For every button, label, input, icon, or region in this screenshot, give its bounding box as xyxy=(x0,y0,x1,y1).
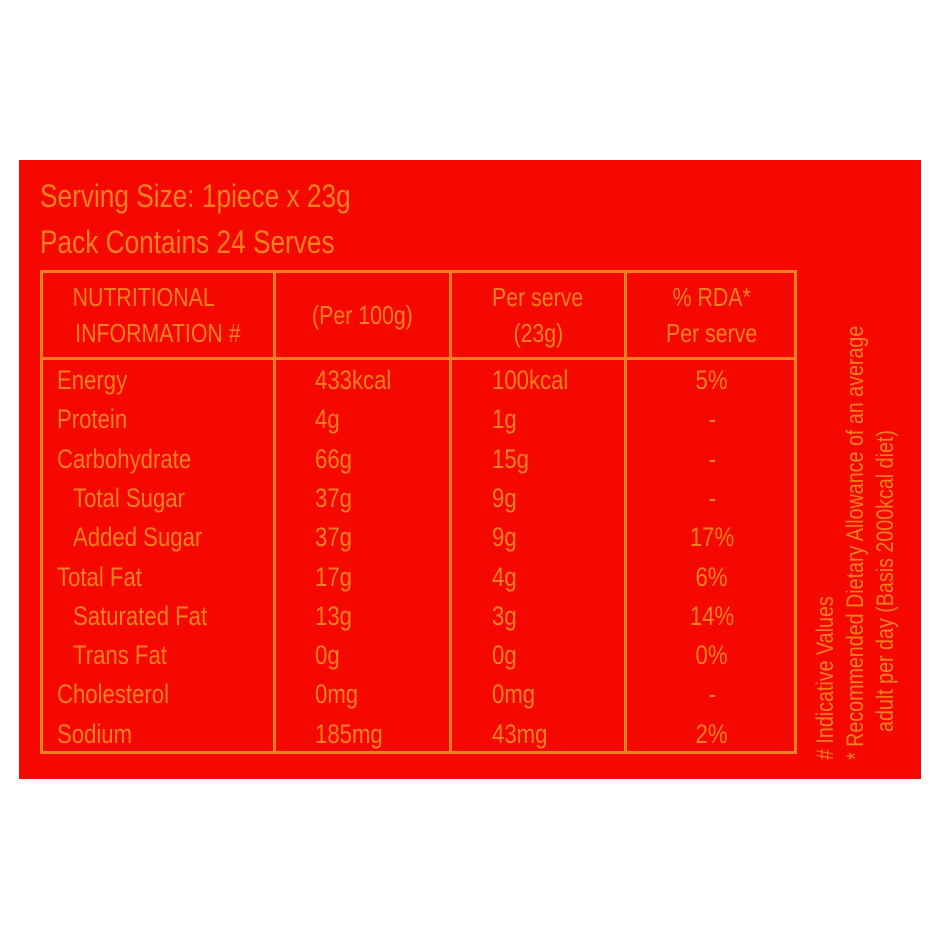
table-row: Added Sugar 37g 9g 17% xyxy=(43,518,794,557)
nutrition-table: NUTRITIONAL INFORMATION # (Per 100g) Per… xyxy=(40,270,797,754)
column-divider xyxy=(449,273,452,751)
footnote-rda: * Recommended Dietary Allowance of an av… xyxy=(842,325,869,760)
rda-value: 14% xyxy=(689,600,735,631)
table-row: Trans Fat 0g 0g 0% xyxy=(43,636,794,675)
nutrient-name: Carbohydrate xyxy=(57,443,192,474)
nutrient-name: Trans Fat xyxy=(73,640,167,671)
rda-value: 17% xyxy=(689,522,735,553)
nutrient-name: Total Fat xyxy=(57,561,142,592)
nutrient-name: Total Sugar xyxy=(73,482,186,513)
nutrition-label: Serving Size: 1piece x 23g Pack Contains… xyxy=(19,160,921,779)
per-serve-value: 4g xyxy=(492,561,517,592)
table-row: Total Fat 17g 4g 6% xyxy=(43,558,794,597)
table-row: Saturated Fat 13g 3g 14% xyxy=(43,597,794,636)
header-nutritional-information: NUTRITIONAL INFORMATION # xyxy=(72,282,241,348)
rda-value: 2% xyxy=(695,718,729,749)
rda-value: - xyxy=(708,404,716,435)
table-row: Energy 433kcal 100kcal 5% xyxy=(43,361,794,400)
header-per-serve: Per serve (23g) xyxy=(492,282,584,348)
per-100g-value: 13g xyxy=(315,600,352,631)
rda-value: - xyxy=(708,679,716,710)
table-row: Protein 4g 1g - xyxy=(43,400,794,439)
rda-value: 6% xyxy=(695,561,729,592)
per-100g-value: 433kcal xyxy=(315,365,392,395)
nutrient-name: Protein xyxy=(57,404,128,435)
per-100g-value: 37g xyxy=(315,482,352,513)
pack-contains: Pack Contains 24 Serves xyxy=(40,224,335,260)
nutrient-name: Energy xyxy=(57,365,128,395)
nutrient-name: Cholesterol xyxy=(57,679,169,710)
header-per-100g: (Per 100g) xyxy=(312,300,413,330)
nutrient-name: Sodium xyxy=(57,718,133,749)
per-100g-value: 185mg xyxy=(315,718,383,749)
table-row: Sodium 185mg 43mg 2% xyxy=(43,715,794,754)
per-serve-value: 9g xyxy=(492,522,517,553)
per-serve-value: 1g xyxy=(492,404,517,435)
per-100g-value: 4g xyxy=(315,404,340,435)
nutrient-name: Added Sugar xyxy=(73,522,203,553)
per-100g-value: 0mg xyxy=(315,679,359,710)
column-divider xyxy=(624,273,627,751)
footnotes: # Indicative Values * Recommended Dietar… xyxy=(811,200,901,760)
table-row: Cholesterol 0mg 0mg - xyxy=(43,675,794,714)
header-divider xyxy=(43,357,794,360)
per-100g-value: 17g xyxy=(315,561,352,592)
rda-value: 5% xyxy=(695,365,729,395)
per-serve-value: 9g xyxy=(492,482,517,513)
per-serve-value: 100kcal xyxy=(492,365,569,395)
per-serve-value: 3g xyxy=(492,600,517,631)
per-100g-value: 66g xyxy=(315,443,352,474)
rda-value: - xyxy=(708,482,716,513)
serving-size: Serving Size: 1piece x 23g xyxy=(40,178,351,214)
per-serve-value: 15g xyxy=(492,443,529,474)
rda-value: - xyxy=(708,443,716,474)
table-row: Carbohydrate 66g 15g - xyxy=(43,440,794,479)
per-100g-value: 37g xyxy=(315,522,352,553)
per-serve-value: 43mg xyxy=(492,718,548,749)
rda-value: 0% xyxy=(695,640,729,671)
column-divider xyxy=(273,273,276,751)
table-row: Total Sugar 37g 9g - xyxy=(43,479,794,518)
footnote-indicative: # Indicative Values xyxy=(812,596,839,760)
per-serve-value: 0mg xyxy=(492,679,536,710)
nutrient-name: Saturated Fat xyxy=(73,600,208,631)
per-100g-value: 0g xyxy=(315,640,340,671)
per-serve-value: 0g xyxy=(492,640,517,671)
header-rda: % RDA* Per serve xyxy=(666,282,758,348)
footnote-rda-basis: adult per day (Basis 2000kcal diet) xyxy=(872,430,899,732)
